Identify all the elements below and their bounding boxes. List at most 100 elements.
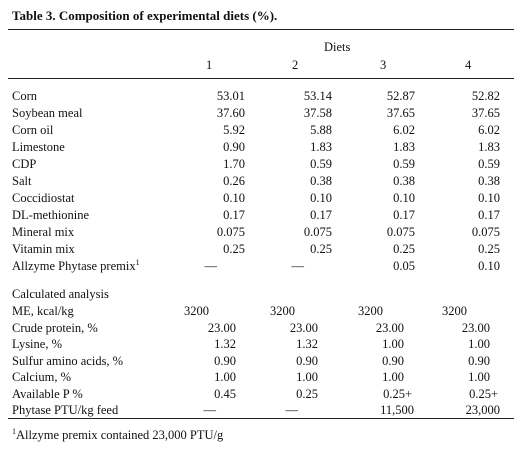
row-label-text: Allzyme Phytase premix (12, 259, 136, 273)
table-cell: 0.17 (223, 208, 245, 222)
table-cell: 0.59 (393, 157, 415, 171)
table-cell: 52.87 (386, 89, 415, 103)
table-cell: 23.00 (375, 320, 404, 335)
row-label-text: DL-methionine (12, 208, 90, 222)
table-cell: 0.17 (310, 208, 332, 222)
diets-header: Diets (324, 40, 351, 54)
row-label: Corn (12, 89, 37, 103)
table-cell: 0.45 (214, 386, 236, 401)
table-cell: 3200 (270, 304, 295, 318)
footnote-text: Allzyme premix contained 23,000 PTU/g (16, 428, 224, 442)
table-cell: 0.38 (310, 174, 332, 188)
row-label: Vitamin mix (12, 242, 75, 256)
table-cell: 0.05 (393, 259, 415, 273)
table-cell: 0.59 (478, 157, 500, 171)
row-label: DL-methionine (12, 208, 89, 222)
table-cell: 0.075 (386, 225, 415, 239)
row-label: Available P % (12, 386, 83, 401)
table-cell: 0.25 (478, 242, 500, 256)
top-rule (8, 29, 514, 30)
table-cell: 3200 (184, 304, 209, 318)
table-cell: 0.90 (223, 140, 245, 154)
table-cell: 0.10 (478, 191, 500, 205)
table-cell: 0.38 (478, 174, 500, 188)
table-cell: 0.25 (223, 242, 245, 256)
table-cell: 0.10 (393, 191, 415, 205)
table-cell: 0.90 (296, 353, 318, 368)
table-cell: 1.00 (468, 337, 490, 351)
table-cell: 0.10 (310, 191, 332, 205)
table-cell: 0.075 (216, 225, 245, 239)
table-cell: 37.65 (386, 106, 415, 120)
table-cell: 0.90 (382, 353, 404, 368)
table-cell: 52.82 (471, 89, 500, 103)
row-label-text: Corn oil (12, 123, 54, 137)
table-cell: 0.90 (468, 353, 490, 368)
table-cell: 23.00 (289, 320, 318, 335)
footnote-mark: 1 (12, 426, 16, 436)
row-label-text: Vitamin mix (12, 242, 75, 256)
footnote-ref: 1 (135, 257, 140, 267)
row-label: Mineral mix (12, 225, 74, 239)
table-cell: 0.10 (223, 191, 245, 205)
footnote: 1Allzyme premix contained 23,000 PTU/g (12, 426, 224, 443)
table-cell: 0.25+ (383, 386, 412, 401)
table-cell: 0.38 (393, 174, 415, 188)
table-cell: 37.58 (303, 106, 332, 120)
column-header-1: 1 (206, 58, 213, 72)
row-label: Coccidiostat (12, 191, 75, 205)
table-cell: 0.075 (303, 225, 332, 239)
table-cell: 0.10 (478, 259, 500, 273)
table-cell: 23,000 (465, 403, 500, 417)
row-label-text: Soybean meal (12, 106, 83, 120)
table-cell: 1.00 (468, 370, 490, 384)
table-cell: 37.60 (216, 106, 245, 120)
row-label: Phytase PTU/kg feed (12, 403, 119, 417)
row-label-text: CDP (12, 157, 37, 171)
table-cell: 53.01 (216, 89, 245, 103)
row-label: Calcium, % (12, 370, 72, 384)
column-header-4: 4 (465, 58, 472, 72)
column-header-3: 3 (380, 58, 387, 72)
table-cell: 1.83 (310, 140, 332, 154)
row-label: Sulfur amino acids, % (12, 353, 124, 368)
row-label-text: Corn (12, 89, 37, 103)
table-cell: 37.65 (471, 106, 500, 120)
table-cell: 23.00 (207, 320, 236, 335)
table-cell: 0.17 (393, 208, 415, 222)
row-label: ME, kcal/kg (12, 304, 74, 318)
table-cell: 6.02 (478, 123, 500, 137)
table-title: Table 3. Composition of experimental die… (12, 8, 278, 23)
table-cell: 5.88 (310, 123, 332, 137)
row-label: Crude protein, % (12, 320, 98, 335)
table-cell: 11,500 (380, 403, 414, 417)
table-cell: 1.00 (382, 370, 404, 384)
row-label-text: Mineral mix (12, 225, 75, 239)
row-label-text: Coccidiostat (12, 191, 75, 205)
table-cell: — (203, 403, 217, 417)
table-cell: 53.14 (303, 89, 332, 103)
table-cell: 1.00 (296, 370, 318, 384)
table-cell: 1.83 (478, 140, 500, 154)
table-cell: 0.26 (223, 174, 245, 188)
table-cell: — (291, 259, 305, 273)
row-label: CDP (12, 157, 36, 171)
table-cell: 0.25 (310, 242, 332, 256)
table-cell: 3200 (358, 304, 383, 318)
calculated-analysis-header: Calculated analysis (12, 287, 109, 301)
table-cell: 3200 (442, 304, 467, 318)
table-cell: 1.00 (214, 370, 236, 384)
row-label-text: Salt (12, 174, 32, 188)
table-cell: 0.59 (310, 157, 332, 171)
column-header-2: 2 (292, 58, 299, 72)
table-cell: 0.90 (214, 353, 236, 368)
table-cell: 5.92 (223, 123, 245, 137)
table-cell: 1.32 (214, 337, 236, 351)
row-label: Corn oil (12, 123, 53, 137)
table-cell: 0.17 (478, 208, 500, 222)
row-label: Salt (12, 174, 31, 188)
header-rule (8, 78, 514, 79)
table-cell: 6.02 (393, 123, 415, 137)
row-label: Allzyme Phytase premix1 (12, 257, 140, 273)
table-cell: — (285, 403, 299, 417)
